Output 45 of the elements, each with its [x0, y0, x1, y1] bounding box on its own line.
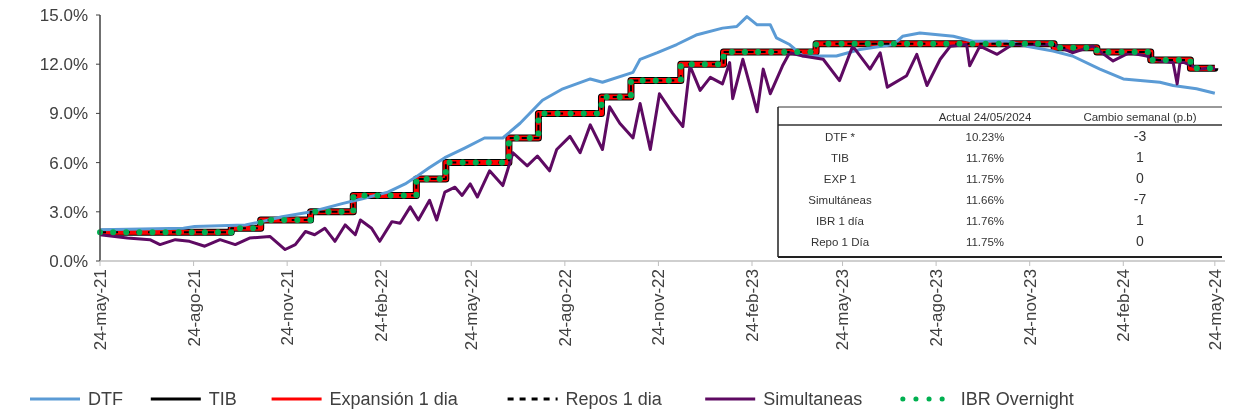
x-tick-label: 24-feb-23 — [742, 269, 762, 342]
annotation: Repo 1 Día — [810, 236, 870, 248]
annotation: 11.76% — [965, 215, 1005, 227]
x-tick-label: 24-may-23 — [833, 269, 853, 351]
y-tick-label: 0.0% — [49, 251, 88, 271]
legend-label: Simultaneas — [763, 389, 863, 409]
annotation: Cambio semanal (p.b) — [1083, 111, 1197, 123]
annotation: EXP 1 — [823, 173, 857, 185]
legend-label: Expansión 1 dia — [329, 389, 459, 409]
annotation: -3 — [1133, 128, 1147, 144]
legend-label: TIB — [208, 389, 237, 409]
y-tick-label: 15.0% — [39, 5, 88, 25]
annotation: 11.75% — [965, 173, 1005, 185]
annotation: Simultáneas — [808, 194, 872, 206]
annotation: IBR 1 día — [816, 215, 865, 227]
legend-label: IBR Overnight — [960, 389, 1074, 409]
x-tick-label: 24-feb-24 — [1114, 269, 1134, 342]
x-tick-label: 24-may-24 — [1205, 269, 1225, 351]
annotation: -7 — [1133, 191, 1147, 207]
annotation: 11.66% — [965, 194, 1005, 206]
annotation: 1 — [1136, 149, 1145, 165]
x-tick-label: 24-nov-23 — [1020, 269, 1040, 346]
annotation: 0 — [1136, 233, 1145, 249]
annotation: Actual 24/05/2024 — [938, 111, 1032, 123]
x-tick-label: 24-ago-21 — [184, 269, 204, 347]
x-tick-label: 24-ago-22 — [555, 269, 575, 347]
x-tick-label: 24-may-21 — [90, 269, 110, 351]
y-tick-label: 12.0% — [39, 55, 88, 75]
x-tick-label: 24-nov-22 — [649, 269, 669, 346]
annotation: 11.76% — [965, 152, 1005, 164]
annotation: 10.23% — [965, 131, 1005, 143]
legend-label: Repos 1 dia — [565, 389, 663, 409]
annotation: 1 — [1136, 212, 1145, 228]
x-tick-label: 24-may-22 — [462, 269, 482, 351]
annotation: TIB — [831, 152, 850, 164]
annotation: 0 — [1136, 170, 1145, 186]
x-tick-label: 24-ago-23 — [927, 269, 947, 347]
y-tick-label: 9.0% — [49, 104, 88, 124]
annotation: 11.75% — [965, 236, 1005, 248]
legend-label: DTF — [88, 389, 123, 409]
y-tick-label: 3.0% — [49, 202, 88, 222]
annotation: DTF * — [824, 131, 856, 143]
y-tick-label: 6.0% — [49, 153, 88, 173]
x-tick-label: 24-feb-22 — [371, 269, 391, 342]
x-tick-label: 24-nov-21 — [278, 269, 298, 346]
